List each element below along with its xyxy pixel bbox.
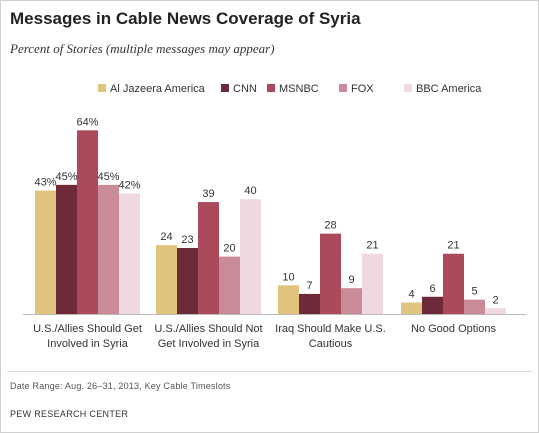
date-range-note: Date Range: Aug. 26–31, 2013, Key Cable … <box>10 381 231 391</box>
bar-msnbc-1 <box>198 202 219 314</box>
legend-label-al-jazeera-america: Al Jazeera America <box>110 83 206 95</box>
legend-swatch-al-jazeera-america <box>98 84 106 92</box>
bar-al-jazeera-america-2 <box>278 285 299 314</box>
bar-msnbc-2 <box>320 233 341 314</box>
data-label-msnbc-2: 28 <box>324 220 336 232</box>
bar-bbc-america-1 <box>240 199 261 314</box>
bar-fox-2 <box>341 288 362 314</box>
legend-swatch-cnn <box>221 84 229 92</box>
legend-label-bbc-america: BBC America <box>416 83 482 95</box>
category-label-1-1: Get Involved in Syria <box>158 338 260 350</box>
legend-label-msnbc: MSNBC <box>279 83 319 95</box>
data-label-cnn-2: 7 <box>306 280 312 292</box>
bar-cnn-2 <box>299 293 320 314</box>
bar-al-jazeera-america-1 <box>156 245 177 314</box>
bar-fox-0 <box>98 184 119 314</box>
bar-cnn-3 <box>422 296 443 314</box>
data-label-msnbc-1: 39 <box>202 188 214 200</box>
data-label-cnn-3: 6 <box>429 283 435 295</box>
data-label-fox-1: 20 <box>223 243 235 255</box>
legend-label-fox: FOX <box>351 83 374 95</box>
data-label-fox-3: 5 <box>471 286 477 298</box>
bar-fox-1 <box>219 256 240 314</box>
bar-bbc-america-2 <box>362 253 383 314</box>
category-label-0-1: Involved in Syria <box>47 338 129 350</box>
bar-fox-3 <box>464 299 485 314</box>
bar-bbc-america-0 <box>119 193 140 314</box>
legend-label-cnn: CNN <box>233 83 257 95</box>
category-label-2-0: Iraq Should Make U.S. <box>275 323 386 335</box>
data-label-msnbc-3: 21 <box>447 240 459 252</box>
data-label-msnbc-0: 64% <box>76 116 98 128</box>
legend-swatch-fox <box>339 84 347 92</box>
category-label-2-1: Cautious <box>309 338 353 350</box>
data-label-fox-2: 9 <box>348 274 354 286</box>
category-label-1-0: U.S./Allies Should Not <box>154 323 262 335</box>
bar-al-jazeera-america-0 <box>35 190 56 314</box>
legend-swatch-bbc-america <box>404 84 412 92</box>
legend-swatch-msnbc <box>267 84 275 92</box>
data-label-bbc-america-0: 42% <box>118 179 140 191</box>
chart-subtitle: Percent of Stories (multiple messages ma… <box>10 41 275 56</box>
bar-cnn-1 <box>177 247 198 314</box>
data-label-fox-0: 45% <box>97 171 119 183</box>
bar-al-jazeera-america-3 <box>401 302 422 314</box>
source-credit: PEW RESEARCH CENTER <box>10 409 129 419</box>
data-label-bbc-america-3: 2 <box>492 294 498 306</box>
data-label-bbc-america-1: 40 <box>244 185 256 197</box>
data-label-al-jazeera-america-2: 10 <box>282 271 294 283</box>
data-label-cnn-1: 23 <box>181 234 193 246</box>
category-label-0-0: U.S./Allies Should Get <box>33 323 142 335</box>
data-label-al-jazeera-america-1: 24 <box>160 231 172 243</box>
bar-msnbc-0 <box>77 130 98 314</box>
data-label-al-jazeera-america-0: 43% <box>34 177 56 189</box>
bar-cnn-0 <box>56 184 77 314</box>
bar-bbc-america-3 <box>485 308 506 314</box>
data-label-al-jazeera-america-3: 4 <box>408 289 414 301</box>
bar-msnbc-3 <box>443 253 464 314</box>
data-label-bbc-america-2: 21 <box>366 240 378 252</box>
data-label-cnn-0: 45% <box>55 171 77 183</box>
category-label-3-0: No Good Options <box>411 323 496 335</box>
chart-title: Messages in Cable News Coverage of Syria <box>10 9 361 28</box>
